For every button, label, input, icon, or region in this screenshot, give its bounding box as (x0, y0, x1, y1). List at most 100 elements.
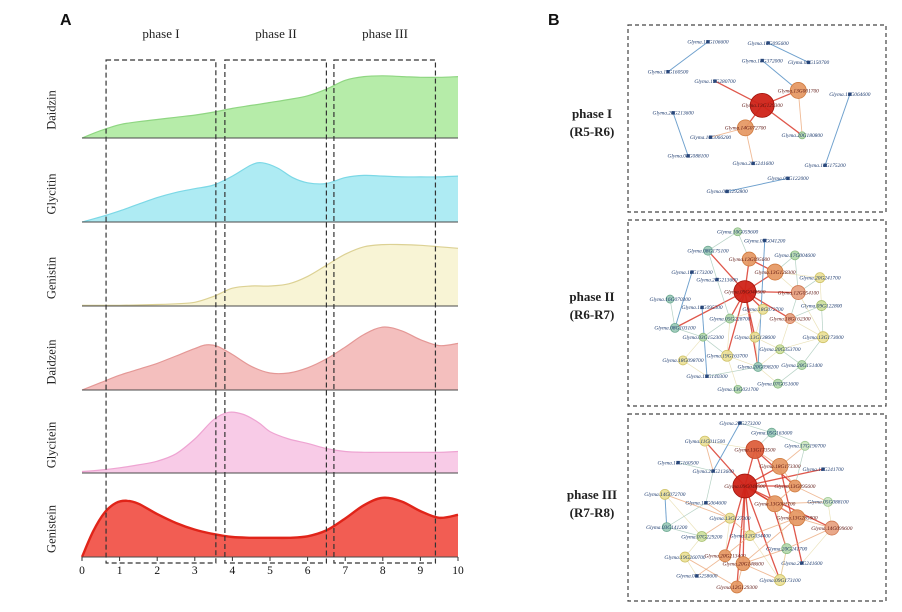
network-node (718, 549, 732, 563)
phase-header-3: phase III (362, 26, 408, 41)
network-node-label: Glyma.07G229200 (681, 534, 722, 540)
network-node (671, 111, 675, 115)
network-node (706, 40, 710, 44)
network-node (698, 332, 708, 342)
network-node (766, 495, 784, 513)
network-edge (664, 494, 668, 528)
network-node-label: Glyma.18G072700 (742, 307, 783, 313)
network-node-label: Glyma.14G095300 (681, 305, 722, 311)
network-edge (744, 485, 833, 529)
network-edge (701, 307, 708, 377)
x-tick-label: 10 (452, 565, 464, 577)
network-node (733, 280, 757, 304)
network-edge (674, 327, 704, 338)
network-node-label: Glyma.13G173500 (734, 447, 775, 453)
network-edge (712, 422, 741, 472)
network-edge (674, 291, 746, 329)
ridge-line-daidzin (81, 75, 459, 139)
network-node (757, 303, 769, 315)
network-node (679, 551, 691, 563)
network-node-label: Glyma.11G011500 (685, 439, 726, 445)
network-node (665, 294, 675, 304)
network-node-label: Glyma.20G241700 (799, 275, 840, 281)
network-node-label: Glyma.20G273200 (719, 421, 760, 427)
network-node (763, 238, 767, 243)
panel-b-label: B (548, 12, 560, 29)
network-node (800, 561, 804, 565)
network-node-label: Glyma.09G041200 (744, 238, 785, 244)
network-edge (801, 527, 833, 564)
network-edge (771, 432, 806, 447)
network-node-label: Glyma.20G180800 (782, 133, 823, 139)
network-node-label: Glyma.03G141200 (646, 525, 687, 531)
network-node (721, 349, 733, 362)
network-node-label: Glyma.08G175100 (687, 248, 728, 254)
network-edge (789, 305, 822, 319)
ridge-fill-genistein (82, 497, 458, 557)
network-edge (794, 445, 806, 487)
network-node (749, 331, 761, 343)
ridge-fill-glycitin (82, 162, 458, 222)
network-edge (705, 470, 714, 503)
network-node (715, 277, 719, 282)
network-edge (664, 494, 703, 537)
network-node-label: Glyma.20G353700 (759, 347, 800, 353)
network-node-label: Glyma.20G241600 (733, 161, 774, 167)
network-edge (716, 279, 731, 319)
network-node-label: Glyma.09G122000 (767, 176, 808, 182)
network-edge (707, 231, 738, 251)
phase-box-1 (105, 59, 217, 564)
network-node-label: Glyma.09G048500 (724, 484, 765, 490)
network-edge (666, 526, 702, 537)
network-node (686, 154, 690, 158)
network-node (798, 131, 807, 140)
network-node (817, 331, 829, 344)
network-node-label: Glyma.03G152300 (682, 335, 723, 341)
network-node-label: Glyma.13G128300 (754, 270, 795, 276)
network-edge (824, 94, 851, 166)
network-node-label: Glyma.18G106600 (687, 40, 728, 46)
network-node (703, 245, 713, 256)
network-node-label: Glyma.20G213600 (693, 469, 734, 475)
network-node (774, 574, 786, 586)
network-node-label: Glyma.13G127300 (709, 516, 750, 522)
network-node-label: Glyma.20G213400 (704, 554, 745, 560)
network-node (796, 360, 807, 370)
network-node-label: Glyma.20G213600 (653, 111, 694, 117)
network-edge (702, 318, 731, 338)
network-node (790, 250, 800, 261)
network-node-label: Glyma.05G163600 (751, 431, 792, 437)
network-node (816, 300, 827, 311)
network-node (700, 305, 704, 310)
network-node-label: Glyma.18G372000 (742, 58, 783, 64)
network-node (784, 313, 796, 324)
network-edge (777, 364, 803, 384)
network-node-label: Glyma.18G160500 (657, 460, 698, 466)
network-edge (742, 517, 798, 564)
network-node-label: Glyma.13G001700 (778, 88, 819, 94)
network-node-label: Glyma.13G129300 (742, 103, 783, 109)
x-tick-label: 7 (342, 565, 348, 577)
network-node (789, 82, 807, 99)
ridge-fill-daidzin (82, 75, 458, 138)
network-edge (749, 535, 781, 581)
network-node-label: Glyma.20G098200 (737, 365, 778, 371)
network-edge (682, 336, 704, 361)
network-node-label: Glyma.16G173200 (671, 270, 712, 276)
network-node-label: Glyma.10G066200 (690, 135, 731, 141)
network-node (753, 362, 763, 372)
network-node (800, 440, 810, 451)
phase-box-3 (333, 59, 437, 564)
x-tick-label: 3 (192, 565, 198, 577)
network-node-label: Glyma.18G173300 (759, 464, 800, 470)
network-node (730, 580, 744, 594)
network-node (766, 263, 784, 281)
network-node-label: Glyma.08G103100 (654, 326, 695, 332)
network-box-1 (627, 24, 887, 213)
network-node-label: Glyma.20G151400 (781, 363, 822, 369)
network-label-phase3: phase III (R7-R8) (537, 486, 647, 521)
network-node (766, 427, 777, 438)
network-node (733, 384, 743, 394)
network-edge (736, 485, 746, 588)
network-label-phase3-stage: (R7-R8) (569, 504, 615, 520)
